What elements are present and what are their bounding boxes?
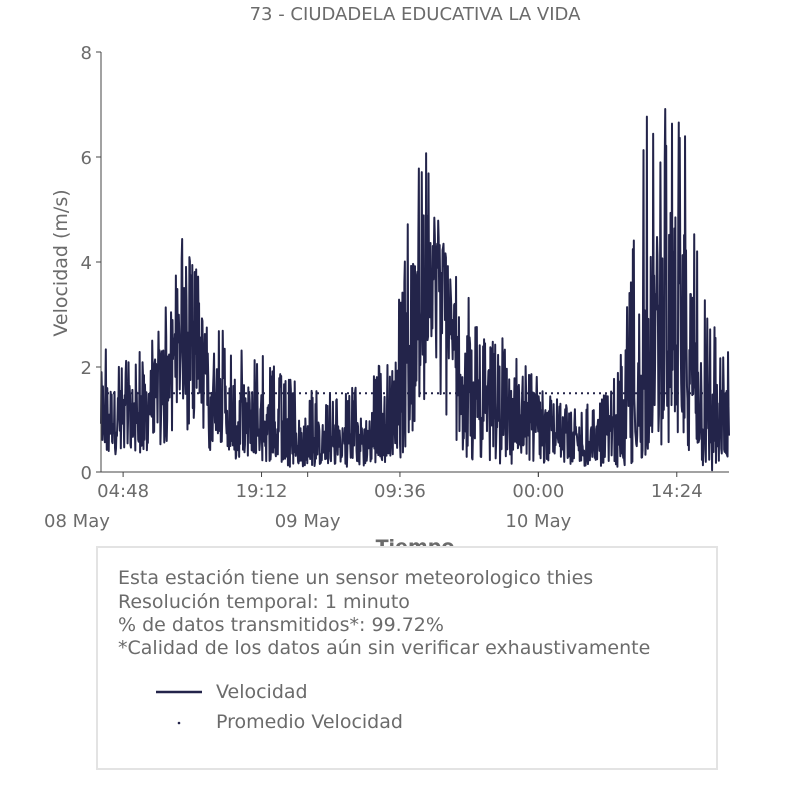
legend-line-swatch [156,690,202,694]
series-line-velocidad [100,108,730,472]
x-day-label: 10 May [505,511,571,532]
x-tick-label: 00:00 [512,481,564,502]
y-tick-label: 8 [81,43,92,64]
axes: 0 2 4 6 8 04:48 19:12 09:36 00:00 14:24 08 May 09 M… [44,43,729,532]
y-tick-label: 0 [81,463,92,484]
legend-label-promedio: Promedio Velocidad [216,711,403,733]
legend-dot-swatch [177,721,181,725]
x-tick-label: 14:24 [651,481,703,502]
y-tick-label: 4 [81,253,92,274]
x-day-label: 09 May [275,511,341,532]
y-tick-label: 2 [81,358,92,379]
info-line-sensor: Esta estación tiene un sensor meteorolog… [118,567,594,589]
info-line-quality-note: *Calidad de los datos aún sin verificar … [118,637,651,659]
info-line-resolution: Resolución temporal: 1 minuto [118,591,410,613]
info-line-transmitted: % de datos transmitidos*: 99.72% [118,614,444,636]
y-axis-title: Velocidad (m/s) [50,189,72,336]
plot-area [100,108,730,472]
info-panel: Esta estación tiene un sensor meteorolog… [96,546,718,770]
legend-label-velocidad: Velocidad [216,681,308,703]
x-day-label: 08 May [44,511,110,532]
x-tick-label: 19:12 [236,481,288,502]
x-tick-label: 09:36 [374,481,426,502]
chart-title: 73 - CIUDADELA EDUCATIVA LA VIDA [250,4,581,25]
x-tick-label: 04:48 [97,481,149,502]
y-tick-label: 6 [81,148,92,169]
